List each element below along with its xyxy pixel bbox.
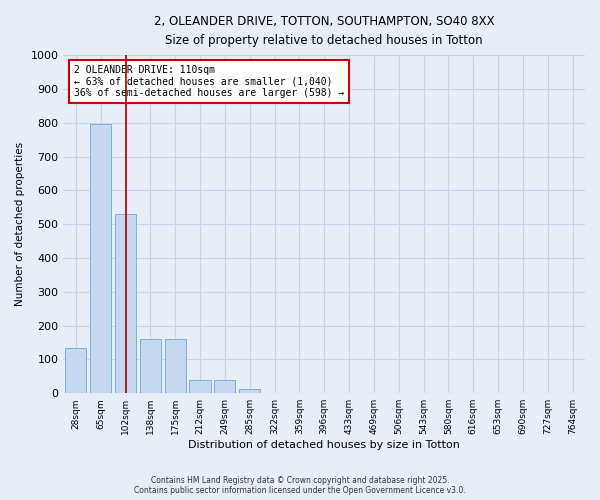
- Text: 2 OLEANDER DRIVE: 110sqm
← 63% of detached houses are smaller (1,040)
36% of sem: 2 OLEANDER DRIVE: 110sqm ← 63% of detach…: [74, 66, 344, 98]
- Title: 2, OLEANDER DRIVE, TOTTON, SOUTHAMPTON, SO40 8XX
Size of property relative to de: 2, OLEANDER DRIVE, TOTTON, SOUTHAMPTON, …: [154, 15, 494, 47]
- Text: Contains HM Land Registry data © Crown copyright and database right 2025.
Contai: Contains HM Land Registry data © Crown c…: [134, 476, 466, 495]
- Y-axis label: Number of detached properties: Number of detached properties: [15, 142, 25, 306]
- X-axis label: Distribution of detached houses by size in Totton: Distribution of detached houses by size …: [188, 440, 460, 450]
- Bar: [90, 124, 111, 393]
- Bar: [140, 339, 161, 393]
- Bar: [214, 380, 235, 393]
- Bar: [239, 389, 260, 393]
- Bar: [65, 348, 86, 393]
- Bar: [164, 339, 186, 393]
- Bar: [190, 380, 211, 393]
- Bar: [115, 214, 136, 393]
